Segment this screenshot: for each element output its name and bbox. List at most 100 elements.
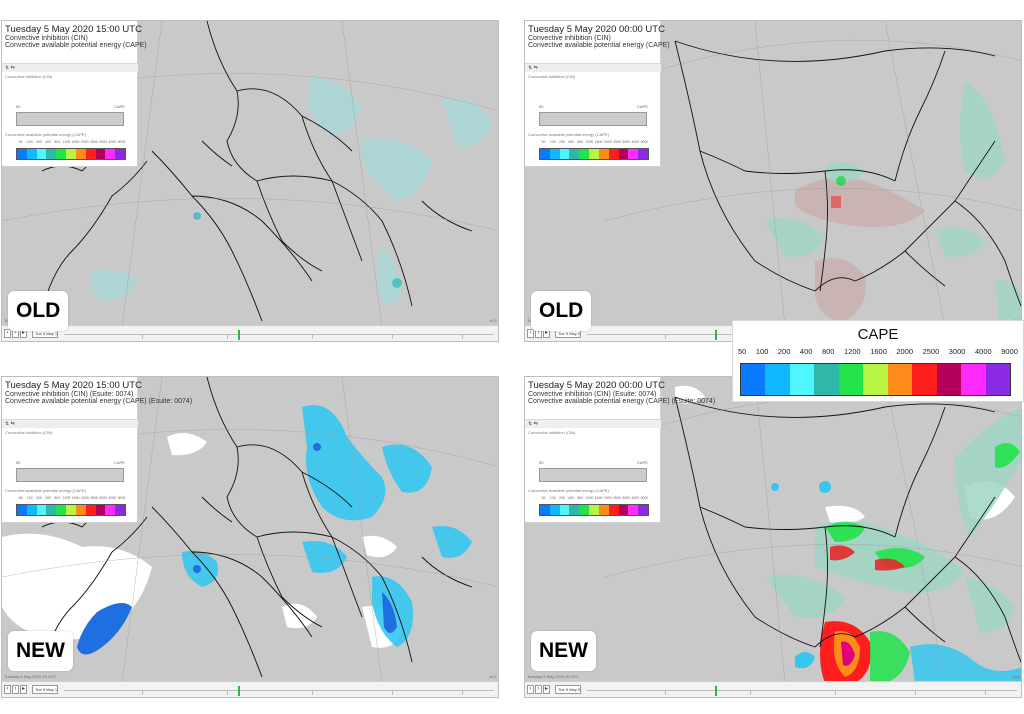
date-label: Tuesday 5 May 2020 15:00 UTC <box>5 24 142 35</box>
mini-cape-swatch <box>36 149 47 159</box>
mini-cape-tick: 2000 <box>80 496 89 500</box>
mini-cape-title: Convective available potential energy (C… <box>5 132 86 137</box>
mini-cin-left: 50 <box>16 104 21 109</box>
prev-icon[interactable]: ‹ <box>4 329 11 338</box>
cape-legend-label: 400 <box>799 347 813 356</box>
timeline-cursor[interactable] <box>238 686 240 696</box>
mini-cape-tick: 800 <box>54 496 61 500</box>
play-icon[interactable]: ▸ <box>543 685 550 694</box>
north-america-map-new <box>525 377 1021 683</box>
timeline-bar[interactable]: Tuesday 5 May 2020 15 UTC v0.1 ‹ › ▸ Tue… <box>2 318 498 341</box>
play-icon[interactable]: ▸ <box>20 685 27 694</box>
mini-cape-tick: 3000 <box>622 140 631 144</box>
mini-cin-scale <box>539 112 647 126</box>
mini-cin-right: CAPE <box>114 104 125 109</box>
panel-old-europe: Tuesday 5 May 2020 15:00 UTC Convective … <box>1 20 499 342</box>
mini-cape-tick: 50 <box>541 496 546 500</box>
timeline-nav: ‹ › ▸ <box>527 685 550 694</box>
cape-color-swatch <box>838 364 864 395</box>
date-label: Tuesday 5 May 2020 00:00 UTC <box>528 380 665 391</box>
mini-cape-tick: 1200 <box>585 496 594 500</box>
timeline-bar[interactable]: Tuesday 5 May 2020 15 UTC v0.1 ‹ › ▸ Tue… <box>2 674 498 697</box>
mini-cape-tick: 1600 <box>594 496 603 500</box>
mini-cape-tick: 2000 <box>80 140 89 144</box>
time-select[interactable]: Tue 5 May 12Z <box>32 685 58 694</box>
cape-legend: CAPE 50 100 200 400 800 1200 1600 2000 2500 3000 4… <box>732 320 1024 402</box>
mini-cin-title: Convective inhibition (CIN) <box>5 74 53 79</box>
mini-cape-swatch <box>569 505 580 515</box>
version-badge: OLD <box>8 291 69 331</box>
mini-legend-header[interactable]: ⇅ ⇆ <box>525 64 661 72</box>
panel-new-north-america: Tuesday 5 May 2020 00:00 UTC Convective … <box>524 376 1022 698</box>
prev-icon[interactable]: ‹ <box>527 329 534 338</box>
mini-cape-swatch <box>628 505 639 515</box>
mini-cape-tick: 9000 <box>117 140 126 144</box>
timeline-tick <box>142 691 143 695</box>
next-icon[interactable]: › <box>12 685 19 694</box>
prev-icon[interactable]: ‹ <box>4 685 11 694</box>
mini-cape-swatch <box>569 149 580 159</box>
mini-cape-tick: 1200 <box>585 140 594 144</box>
mini-cin-scale <box>16 468 124 482</box>
mini-cape-swatch <box>36 505 47 515</box>
mini-legend: ⇅ ⇆ Convective inhibition (CIN) 50 CAPE … <box>525 419 661 523</box>
mini-legend-header[interactable]: ⇅ ⇆ <box>525 420 661 428</box>
mini-cape-tick: 800 <box>54 140 61 144</box>
mini-cape-tick: 1600 <box>71 496 80 500</box>
version-label: v0.1 <box>489 674 497 679</box>
date-label: Tuesday 5 May 2020 00:00 UTC <box>528 24 665 35</box>
timeline-tick <box>312 335 313 339</box>
mini-cape-swatch <box>540 505 550 515</box>
timeline-cursor[interactable] <box>715 330 717 340</box>
mini-cape-swatch <box>559 505 570 515</box>
timeline-track[interactable] <box>587 690 1017 691</box>
timeline-tick <box>985 691 986 695</box>
mini-cape-tick: 1200 <box>62 140 71 144</box>
timeline-tick <box>915 691 916 695</box>
mini-cape-swatch <box>628 149 639 159</box>
version-badge: NEW <box>8 631 73 671</box>
timeline-track[interactable] <box>64 334 494 335</box>
timeline-cursor[interactable] <box>238 330 240 340</box>
mini-cape-swatch <box>559 149 570 159</box>
mini-cape-swatch <box>579 505 590 515</box>
timeline-tick <box>392 691 393 695</box>
timeline-tick <box>462 691 463 695</box>
time-select[interactable]: Tue 5 May 00Z <box>555 685 581 694</box>
mini-cape-tick: 2500 <box>613 496 621 500</box>
next-icon[interactable]: › <box>535 685 542 694</box>
timeline-tick <box>142 335 143 339</box>
cape-legend-label: 2500 <box>922 347 940 356</box>
mini-cape-swatch <box>17 505 27 515</box>
timeline-track[interactable] <box>64 690 494 691</box>
timeline-tick <box>835 691 836 695</box>
mini-cape-swatch <box>56 149 67 159</box>
mini-cape-tick: 3000 <box>99 140 108 144</box>
layer-cape-label: Convective available potential energy (C… <box>528 42 670 49</box>
cape-legend-label: 50 <box>738 347 747 356</box>
mini-cape-tick: 100 <box>549 140 556 144</box>
mini-cape-tick: 800 <box>577 140 584 144</box>
timeline-bar[interactable]: Tuesday 5 May 2020 00 UTC v0.1 ‹ › ▸ Tue… <box>525 674 1021 697</box>
cape-color-swatch <box>765 364 790 395</box>
mini-cin-scale <box>539 468 647 482</box>
mini-cape-swatch <box>549 505 560 515</box>
mini-cape-swatch <box>598 149 609 159</box>
prev-icon[interactable]: ‹ <box>527 685 534 694</box>
mini-cape-tick: 100 <box>26 496 33 500</box>
mini-cape-swatch <box>115 149 125 159</box>
info-box: Tuesday 5 May 2020 15:00 UTC Convective … <box>2 21 147 167</box>
info-box: Tuesday 5 May 2020 15:00 UTC Convective … <box>2 377 192 523</box>
timeline-cursor[interactable] <box>715 686 717 696</box>
layer-cape-label: Convective available potential energy (C… <box>5 42 147 49</box>
cape-color-swatch <box>985 364 1010 395</box>
version-label: v0.1 <box>1012 674 1020 679</box>
mini-cape-tick: 9000 <box>640 140 649 144</box>
mini-legend-header[interactable]: ⇅ ⇆ <box>2 420 138 428</box>
mini-cape-ticks: 50 100 200 400 800 1200 1600 2000 2500 3000 4000 90… <box>16 496 126 500</box>
mini-cape-tick: 3000 <box>622 496 631 500</box>
mini-cape-tick: 4000 <box>108 140 117 144</box>
mini-cape-tick: 4000 <box>631 140 640 144</box>
mini-cin-title: Convective inhibition (CIN) <box>5 430 53 435</box>
mini-legend-header[interactable]: ⇅ ⇆ <box>2 64 138 72</box>
